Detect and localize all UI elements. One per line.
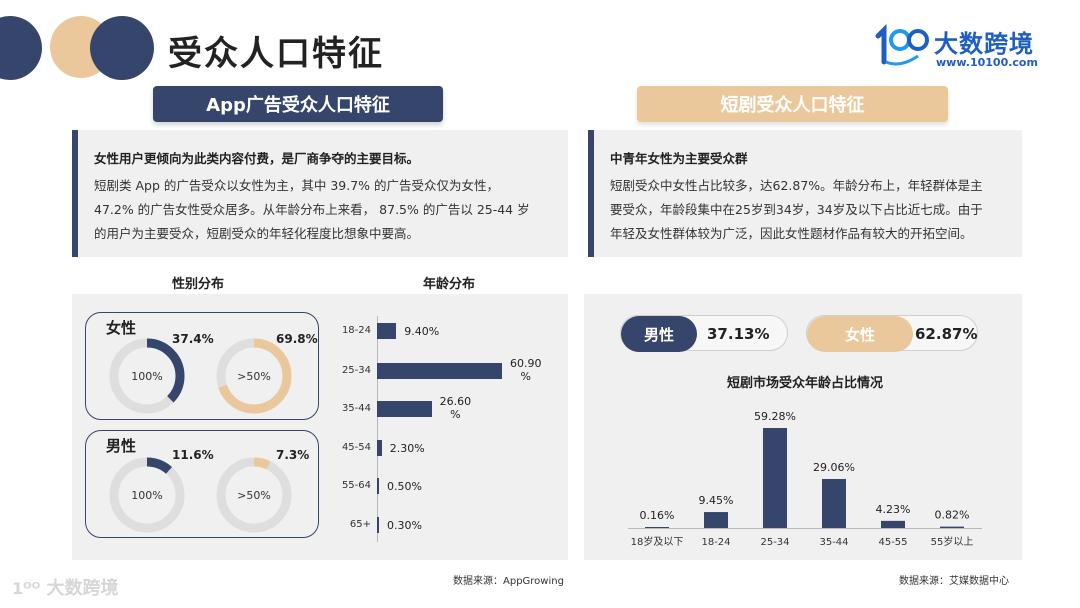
left-summary-heading: 女性用户更倾向为此类内容付费，是厂商争夺的主要目标。 — [94, 151, 420, 166]
market-age-bar-chart: 0.16% 18岁及以下 9.45% 18-24 59.28% 25-34 29.06% 35… — [628, 410, 982, 548]
market-age-category-label: 55岁以上 — [931, 535, 974, 548]
donut-value: 11.6% — [172, 448, 214, 462]
left-summary-box: 女性用户更倾向为此类内容付费，是厂商争夺的主要目标。 短剧类 App 的广告受众… — [72, 130, 568, 257]
gender-group-label: 男性 — [106, 437, 137, 455]
donut-ring — [216, 338, 292, 414]
female-tag: 女性 — [807, 316, 913, 352]
left-chart-panel — [72, 294, 568, 560]
watermark-text: 大数跨境 — [46, 578, 119, 599]
market-age-bar-value: 0.16% — [640, 509, 675, 522]
donut-chart: >50% — [215, 456, 293, 534]
age-category-label: 45-54 — [341, 442, 371, 453]
age-bar-value: 0.30% — [387, 519, 422, 532]
age-category-label: 55-64 — [341, 480, 371, 491]
right-summary-line: 短剧受众中女性占比较多，达62.87%。年龄分布上，年轻群体是主 — [610, 178, 983, 193]
watermark-logo-icon: 1ᴼᴼ — [12, 579, 41, 598]
age-bar — [377, 440, 382, 456]
donut-value: 7.3% — [276, 448, 310, 462]
gender-group-label: 女性 — [106, 319, 137, 337]
age-category-label: 35-44 — [341, 403, 371, 414]
donut-center-label: 100% — [131, 488, 163, 502]
market-age-bar — [763, 428, 787, 528]
donut-ring — [109, 338, 185, 414]
donut-arc — [216, 338, 292, 414]
age-distribution-title: 年龄分布 — [423, 277, 476, 292]
header-circle-navy-left — [0, 16, 42, 80]
right-summary-box: 中青年女性为主要受众群 短剧受众中女性占比较多，达62.87%。年龄分布上，年轻… — [588, 130, 1022, 257]
right-summary-line: 年轻及女性群体较为广泛，因此女性题材作品有较大的开拓空间。 — [610, 226, 973, 241]
right-summary-heading: 中青年女性为主要受众群 — [610, 151, 748, 166]
age-category-label: 18-24 — [341, 325, 371, 336]
female-share-value: 62.87% — [915, 325, 978, 343]
page-title: 受众人口特征 — [168, 34, 384, 74]
age-bar-value: 0.50% — [387, 480, 422, 493]
donut-center-label: >50% — [237, 488, 271, 502]
donut-chart: 100% — [108, 337, 186, 415]
donut-center-label: 100% — [131, 369, 163, 383]
right-summary-text: 短剧受众中女性占比较多，达62.87%。年龄分布上，年轻群体是主 要受众，年龄段… — [610, 174, 1008, 246]
left-summary-line: 短剧类 App 的广告受众以女性为主，其中 39.7% 的广告受众仅为女性， — [94, 178, 500, 193]
market-age-bar — [822, 478, 846, 528]
market-age-bar-value: 0.82% — [935, 509, 970, 522]
age-bar-value: 26.60% — [439, 395, 472, 421]
donut-ring — [216, 457, 292, 533]
female-share-pill: 女性 62.87% — [806, 315, 978, 352]
age-bar-value: 9.40% — [404, 325, 440, 338]
market-age-bar — [881, 520, 905, 528]
market-age-bar — [940, 526, 964, 528]
age-bar — [377, 517, 379, 533]
donut-chart: 100% — [108, 456, 186, 534]
donut-center-label: >50% — [237, 369, 271, 383]
male-share-value: 37.13% — [707, 325, 770, 343]
market-age-bar-value: 4.23% — [876, 503, 911, 516]
age-bar — [377, 363, 502, 379]
age-bar — [377, 323, 397, 339]
market-age-bar — [645, 527, 669, 528]
market-age-category-label: 35-44 — [819, 537, 848, 548]
gender-group-female: 女性 — [85, 312, 319, 420]
age-category-label: 25-34 — [341, 365, 371, 376]
header-circle-navy-right — [90, 16, 154, 80]
gender-distribution-title: 性别分布 — [172, 277, 225, 292]
donut-chart: >50% — [215, 337, 293, 415]
market-age-category-label: 25-34 — [760, 537, 789, 548]
age-bar — [377, 478, 379, 494]
age-bar — [377, 401, 432, 417]
left-data-source: 数据来源：AppGrowing — [453, 576, 564, 587]
brand-logo: 大数跨境 www.10100.com — [872, 20, 1052, 72]
left-summary-line: 47.2% 的广告女性受众居多。从年龄分布上来看， 87.5% 的广告以 25-… — [94, 202, 530, 217]
market-age-category-label: 18-24 — [701, 537, 730, 548]
donut-arc — [216, 457, 292, 533]
market-age-bar-value: 59.28% — [754, 410, 796, 423]
donut-arc — [109, 457, 185, 533]
age-bar-value: 60.90% — [510, 357, 542, 383]
age-category-label: 65+ — [349, 519, 371, 530]
donut-value: 37.4% — [172, 332, 214, 346]
donut-value: 69.8% — [276, 332, 318, 346]
age-chart-axis — [377, 316, 378, 542]
market-age-category-label: 18岁及以下 — [631, 535, 684, 548]
brand-logo-mark-icon — [875, 23, 929, 66]
market-age-category-label: 45-55 — [878, 537, 907, 548]
male-tag: 男性 — [621, 316, 697, 352]
left-summary-line: 的用户为主要受众，短剧受众的年轻化程度比想象中要高。 — [94, 226, 420, 241]
right-data-source: 数据来源：艾媒数据中心 — [899, 576, 1009, 587]
right-section-header: 短剧受众人口特征 — [637, 86, 948, 122]
market-age-bar-value: 29.06% — [813, 461, 855, 474]
donut-ring — [109, 457, 185, 533]
market-age-bar-value: 9.45% — [699, 494, 734, 507]
brand-name: 大数跨境 — [934, 30, 1034, 58]
male-share-pill: 男性 37.13% — [620, 315, 788, 352]
gender-group-male: 男性 — [85, 430, 319, 538]
left-summary-text: 短剧类 App 的广告受众以女性为主，其中 39.7% 的广告受众仅为女性， 4… — [94, 174, 554, 246]
market-age-bar — [704, 512, 728, 528]
market-age-chart-title: 短剧市场受众年龄占比情况 — [726, 376, 883, 391]
right-summary-line: 要受众，年龄段集中在25岁到34岁，34岁及以下占比近七成。由于 — [610, 202, 983, 217]
donut-arc — [109, 338, 185, 414]
watermark: 1ᴼᴼ 大数跨境 — [12, 574, 119, 600]
age-bar-value: 2.30% — [389, 442, 425, 455]
brand-url: www.10100.com — [936, 56, 1038, 69]
left-section-header: App广告受众人口特征 — [153, 86, 443, 122]
